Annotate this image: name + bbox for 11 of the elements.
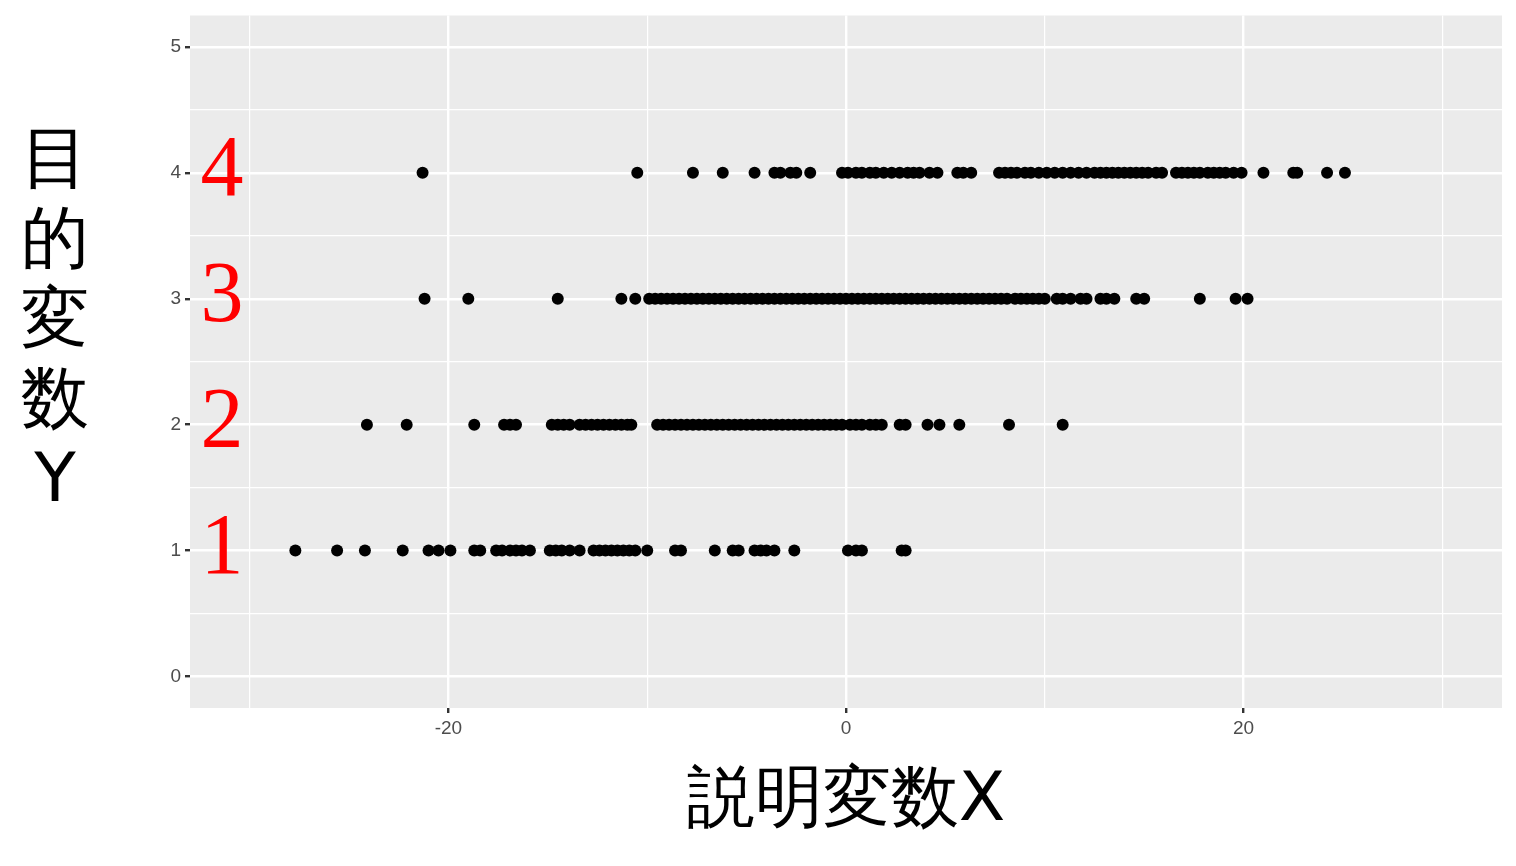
y-tick-label: 3 bbox=[170, 286, 181, 308]
y-tick-label: 5 bbox=[170, 35, 181, 57]
x-axis-title: 説明変数X bbox=[685, 756, 1007, 838]
y-tick-label: 2 bbox=[170, 412, 181, 434]
y-axis-title: 目的変数Y bbox=[20, 118, 90, 518]
y-tick-label: 0 bbox=[170, 664, 181, 686]
x-tick-label: 20 bbox=[1233, 716, 1255, 738]
x-tick-label: -20 bbox=[434, 716, 463, 738]
y-tick-label: 4 bbox=[170, 161, 182, 183]
x-tick-label: 0 bbox=[840, 716, 852, 738]
y-tick-label: 1 bbox=[170, 538, 181, 560]
